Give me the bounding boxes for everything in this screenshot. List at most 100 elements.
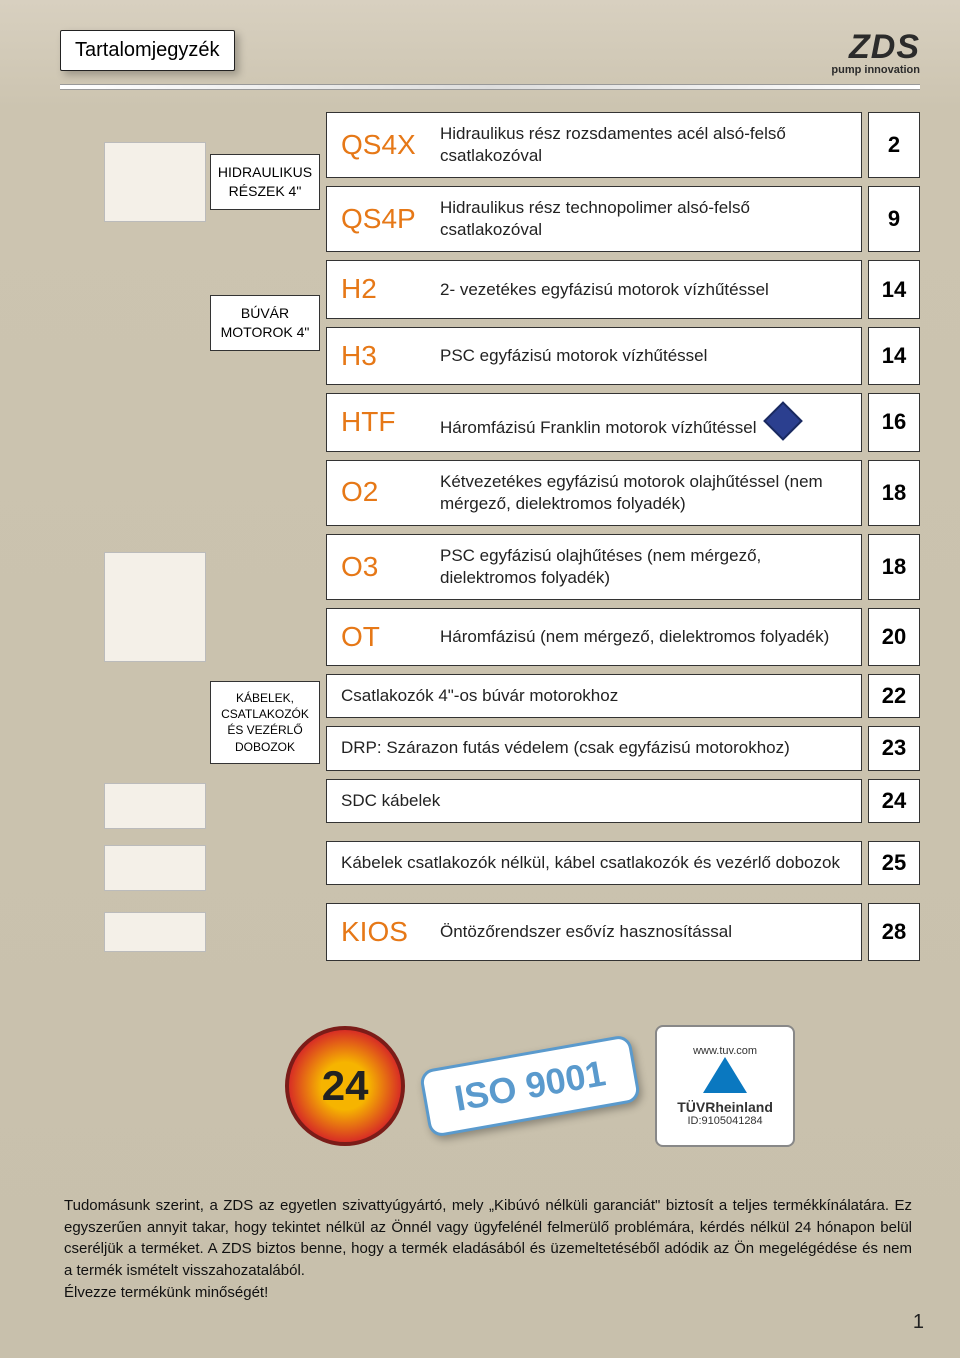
bottom-text: Tudomásunk szerint, a ZDS az egyetlen sz… bbox=[60, 1195, 920, 1304]
toc-desc: Háromfázisú Franklin motorok vízhűtéssel bbox=[440, 405, 847, 439]
logo-subtext: pump innovation bbox=[831, 64, 920, 76]
tuv-domain: www.tuv.com bbox=[677, 1045, 773, 1057]
toc-code: KIOS bbox=[341, 914, 426, 950]
product-image bbox=[104, 783, 206, 829]
warranty-badge-icon: 24 bbox=[285, 1026, 405, 1146]
toc-page: 24 bbox=[868, 779, 920, 823]
product-image bbox=[104, 845, 206, 891]
toc-row: HTF Háromfázisú Franklin motorok vízhűté… bbox=[326, 393, 920, 451]
thumb-motors bbox=[100, 393, 210, 666]
product-image bbox=[104, 552, 206, 662]
tuv-badge: www.tuv.com TÜVRheinland ID:9105041284 bbox=[655, 1025, 795, 1147]
section-label-text: KÁBELEK, CSATLAKOZÓK ÉS VEZÉRLŐ DOBOZOK bbox=[210, 681, 320, 764]
disclaimer-p2: Élvezze termékünk minőségét! bbox=[64, 1282, 912, 1304]
toc-code: H3 bbox=[341, 338, 426, 374]
toc-page: 16 bbox=[868, 393, 920, 451]
thumb-sdc bbox=[100, 779, 210, 833]
toc-row: KIOS Öntözőrendszer esővíz hasznosítássa… bbox=[326, 903, 920, 961]
section-label-text: HIDRAULIKUS RÉSZEK 4" bbox=[210, 154, 320, 210]
toc-content: QS4X Hidraulikus rész rozsdamentes acél … bbox=[326, 112, 862, 178]
logo: ZDS pump innovation bbox=[831, 30, 920, 76]
header: Tartalomjegyzék ZDS pump innovation bbox=[60, 30, 920, 76]
toc-content: KIOS Öntözőrendszer esővíz hasznosítássa… bbox=[326, 903, 862, 961]
toc-page: 22 bbox=[868, 674, 920, 718]
section-label: KÁBELEK, CSATLAKOZÓK ÉS VEZÉRLŐ DOBOZOK bbox=[210, 674, 320, 770]
toc-desc: Háromfázisú (nem mérgező, dielektromos f… bbox=[440, 626, 847, 648]
page-number: 1 bbox=[913, 1311, 924, 1334]
section-hidraulikus: HIDRAULIKUS RÉSZEK 4" QS4X Hidraulikus r… bbox=[100, 112, 920, 252]
toc-row: Csatlakozók 4"-os búvár motorokhoz 22 bbox=[326, 674, 920, 718]
tuv-name: TÜVRheinland bbox=[677, 1099, 773, 1115]
toc-code: QS4X bbox=[341, 127, 426, 163]
toc-desc: 2- vezetékes egyfázisú motorok vízhűtéss… bbox=[440, 279, 847, 301]
toc-row: OT Háromfázisú (nem mérgező, dielektromo… bbox=[326, 608, 920, 666]
toc-desc: Kétvezetékes egyfázisú motorok olajhűtés… bbox=[440, 471, 847, 515]
toc-content: SDC kábelek bbox=[326, 779, 862, 823]
toc-code: H2 bbox=[341, 271, 426, 307]
toc-content: OT Háromfázisú (nem mérgező, dielektromo… bbox=[326, 608, 862, 666]
toc-code: O2 bbox=[341, 474, 426, 510]
toc-content: DRP: Szárazon futás védelem (csak egyfáz… bbox=[326, 726, 862, 770]
toc-desc-text: Háromfázisú Franklin motorok vízhűtéssel bbox=[440, 418, 757, 437]
section-label: BÚVÁR MOTOROK 4" bbox=[210, 260, 320, 385]
tuv-triangle-icon bbox=[703, 1057, 747, 1093]
product-image bbox=[104, 142, 206, 222]
toc-page: 20 bbox=[868, 608, 920, 666]
toc-content: H3 PSC egyfázisú motorok vízhűtéssel bbox=[326, 327, 862, 385]
logo-text: ZDS bbox=[831, 30, 920, 64]
toc-page: 23 bbox=[868, 726, 920, 770]
toc-desc: SDC kábelek bbox=[341, 790, 847, 812]
toc-desc: Hidraulikus rész rozsdamentes acél alsó-… bbox=[440, 123, 847, 167]
toc-row: QS4X Hidraulikus rész rozsdamentes acél … bbox=[326, 112, 920, 178]
toc-page: 14 bbox=[868, 327, 920, 385]
toc-desc: Csatlakozók 4"-os búvár motorokhoz bbox=[341, 685, 847, 707]
thumb-kabel2 bbox=[100, 841, 210, 895]
toc-desc: Öntözőrendszer esővíz hasznosítással bbox=[440, 921, 847, 943]
section-motors: HTF Háromfázisú Franklin motorok vízhűté… bbox=[100, 393, 920, 666]
iso-badge: ISO 9001 bbox=[419, 1034, 642, 1138]
toc-desc: PSC egyfázisú motorok vízhűtéssel bbox=[440, 345, 847, 367]
disclaimer-p1: Tudomásunk szerint, a ZDS az egyetlen sz… bbox=[64, 1195, 912, 1282]
page-title: Tartalomjegyzék bbox=[60, 30, 235, 71]
toc-page: 18 bbox=[868, 460, 920, 526]
toc-row: SDC kábelek 24 bbox=[326, 779, 920, 823]
toc-page: 28 bbox=[868, 903, 920, 961]
toc-code: O3 bbox=[341, 549, 426, 585]
toc-page: 18 bbox=[868, 534, 920, 600]
toc-code: HTF bbox=[341, 404, 426, 440]
toc-row: H2 2- vezetékes egyfázisú motorok vízhűt… bbox=[326, 260, 920, 318]
toc-page: 14 bbox=[868, 260, 920, 318]
toc-content: O2 Kétvezetékes egyfázisú motorok olajhű… bbox=[326, 460, 862, 526]
toc-content: H2 2- vezetékes egyfázisú motorok vízhűt… bbox=[326, 260, 862, 318]
toc-row: H3 PSC egyfázisú motorok vízhűtéssel 14 bbox=[326, 327, 920, 385]
page: Tartalomjegyzék ZDS pump innovation HIDR… bbox=[0, 0, 960, 1358]
section-kios: KIOS Öntözőrendszer esővíz hasznosítássa… bbox=[100, 903, 920, 961]
tuv-id: ID:9105041284 bbox=[677, 1115, 773, 1127]
toc-desc: DRP: Szárazon futás védelem (csak egyfáz… bbox=[341, 737, 847, 759]
toc-page: 9 bbox=[868, 186, 920, 252]
toc-row: O2 Kétvezetékes egyfázisú motorok olajhű… bbox=[326, 460, 920, 526]
toc-row: O3 PSC egyfázisú olajhűtéses (nem mérgez… bbox=[326, 534, 920, 600]
toc-desc: Kábelek csatlakozók nélkül, kábel csatla… bbox=[341, 852, 847, 874]
toc-content: O3 PSC egyfázisú olajhűtéses (nem mérgez… bbox=[326, 534, 862, 600]
section-kabel2: Kábelek csatlakozók nélkül, kábel csatla… bbox=[100, 841, 920, 895]
toc-content: Kábelek csatlakozók nélkül, kábel csatla… bbox=[326, 841, 862, 885]
toc-desc: PSC egyfázisú olajhűtéses (nem mérgező, … bbox=[440, 545, 847, 589]
section-kabelek: KÁBELEK, CSATLAKOZÓK ÉS VEZÉRLŐ DOBOZOK … bbox=[100, 674, 920, 770]
warranty-months: 24 bbox=[322, 1062, 369, 1110]
toc: HIDRAULIKUS RÉSZEK 4" QS4X Hidraulikus r… bbox=[100, 112, 920, 961]
toc-row: QS4P Hidraulikus rész technopolimer alsó… bbox=[326, 186, 920, 252]
section-buvar: BÚVÁR MOTOROK 4" H2 2- vezetékes egyfázi… bbox=[100, 260, 920, 385]
thumb-hidraulikus bbox=[100, 112, 210, 252]
section-sdc: SDC kábelek 24 bbox=[100, 779, 920, 833]
product-image bbox=[104, 912, 206, 952]
toc-content: HTF Háromfázisú Franklin motorok vízhűté… bbox=[326, 393, 862, 451]
toc-code: QS4P bbox=[341, 201, 426, 237]
toc-code: OT bbox=[341, 619, 426, 655]
toc-content: QS4P Hidraulikus rész technopolimer alsó… bbox=[326, 186, 862, 252]
section-label-text: BÚVÁR MOTOROK 4" bbox=[210, 295, 320, 351]
thumb-kios bbox=[100, 903, 210, 961]
toc-row: DRP: Szárazon futás védelem (csak egyfáz… bbox=[326, 726, 920, 770]
toc-page: 2 bbox=[868, 112, 920, 178]
cert-area: 24 ISO 9001 www.tuv.com TÜVRheinland ID:… bbox=[160, 1001, 920, 1171]
